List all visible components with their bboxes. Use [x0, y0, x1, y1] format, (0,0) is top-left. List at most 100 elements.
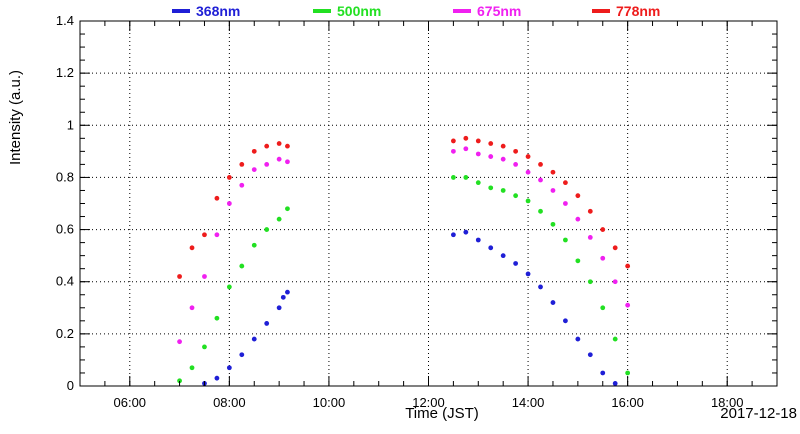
data-point-368nm: [450, 232, 456, 238]
data-point-675nm: [264, 161, 270, 167]
data-point-778nm: [189, 245, 195, 251]
data-layer: [177, 135, 631, 386]
data-point-675nm: [276, 156, 282, 162]
data-point-500nm: [214, 315, 220, 321]
data-point-778nm: [575, 193, 581, 199]
data-point-675nm: [463, 146, 469, 152]
data-point-778nm: [563, 180, 568, 186]
data-point-500nm: [177, 378, 182, 384]
data-point-778nm: [488, 141, 494, 146]
y-tick-label: 0.4: [56, 274, 74, 289]
x-axis-title: Time (JST): [405, 405, 479, 422]
data-point-675nm: [500, 156, 506, 162]
x-tick-label: 18:00: [711, 395, 744, 410]
legend-label: 368nm: [196, 3, 240, 19]
data-point-675nm: [513, 161, 519, 167]
data-point-675nm: [226, 201, 232, 206]
y-tick-label: 0.2: [56, 326, 74, 341]
data-point-500nm: [463, 175, 469, 180]
data-point-500nm: [488, 185, 494, 191]
data-point-778nm: [500, 143, 506, 149]
data-point-500nm: [475, 180, 481, 186]
data-point-500nm: [513, 193, 519, 199]
data-point-500nm: [202, 344, 207, 350]
data-point-778nm: [214, 195, 220, 201]
data-point-500nm: [285, 206, 290, 212]
data-point-778nm: [600, 227, 606, 232]
data-point-675nm: [550, 188, 556, 193]
grid: [80, 21, 777, 386]
axes: 0 0.2 0.4 0.6 0.8 1 1.2 1.4 06:00 08:00 10:00 12:00…: [56, 13, 778, 410]
data-point-368nm: [575, 336, 581, 342]
data-point-778nm: [612, 245, 618, 251]
data-point-368nm: [463, 229, 469, 235]
data-point-368nm: [280, 294, 286, 300]
y-tick-label: 1.4: [56, 13, 74, 28]
data-point-675nm: [525, 169, 531, 175]
data-point-368nm: [239, 352, 245, 358]
data-point-500nm: [226, 284, 232, 290]
data-point-500nm: [525, 198, 531, 204]
data-point-675nm: [625, 302, 631, 308]
data-point-368nm: [538, 284, 543, 290]
data-point-675nm: [202, 274, 207, 279]
data-point-675nm: [214, 232, 220, 238]
data-point-778nm: [587, 208, 593, 214]
data-point-675nm: [563, 201, 568, 206]
data-point-368nm: [500, 253, 506, 259]
data-point-675nm: [239, 182, 245, 188]
plot-background: [80, 21, 777, 386]
data-point-368nm: [513, 261, 519, 266]
y-tick-label: 0.6: [56, 222, 74, 237]
data-point-500nm: [600, 305, 606, 311]
data-point-778nm: [550, 169, 556, 175]
data-point-368nm: [550, 300, 556, 305]
data-point-500nm: [450, 175, 456, 180]
data-point-675nm: [600, 255, 606, 261]
legend-label: 500nm: [337, 3, 381, 19]
y-tick-label: 0: [67, 378, 74, 393]
data-point-368nm: [587, 352, 593, 358]
data-point-778nm: [177, 274, 182, 279]
x-tick-label: 14:00: [512, 395, 545, 410]
x-tick-label: 16:00: [611, 395, 644, 410]
data-point-500nm: [276, 216, 282, 222]
legend: 368nm 500nm 675nm 778nm: [172, 3, 660, 19]
data-point-778nm: [475, 138, 481, 144]
data-point-368nm: [276, 305, 282, 311]
data-point-778nm: [450, 138, 456, 144]
data-point-500nm: [587, 279, 593, 285]
data-point-778nm: [525, 154, 531, 159]
data-point-778nm: [276, 141, 282, 146]
data-point-500nm: [538, 208, 543, 214]
data-point-500nm: [239, 263, 245, 269]
data-point-500nm: [550, 221, 556, 227]
data-point-368nm: [488, 245, 494, 251]
data-point-500nm: [251, 242, 257, 248]
data-point-778nm: [239, 161, 245, 167]
data-point-500nm: [625, 370, 631, 376]
data-point-778nm: [285, 143, 290, 149]
data-point-500nm: [189, 365, 195, 371]
data-point-675nm: [285, 159, 290, 165]
data-point-675nm: [177, 339, 182, 345]
data-point-500nm: [563, 237, 568, 243]
data-point-675nm: [475, 151, 481, 157]
data-point-500nm: [575, 258, 581, 264]
data-point-778nm: [264, 143, 270, 149]
y-axis-title: Intensity (a.u.): [7, 70, 24, 165]
data-point-368nm: [612, 380, 618, 386]
data-point-368nm: [264, 321, 270, 326]
data-point-500nm: [264, 227, 270, 232]
data-point-778nm: [513, 148, 519, 154]
data-point-368nm: [475, 237, 481, 243]
legend-label: 675nm: [477, 3, 521, 19]
y-tick-label: 1: [67, 117, 74, 132]
data-point-368nm: [285, 289, 290, 295]
data-point-675nm: [450, 148, 456, 154]
data-point-675nm: [612, 279, 618, 285]
data-point-778nm: [226, 175, 232, 180]
data-point-500nm: [612, 336, 618, 342]
data-point-368nm: [600, 370, 606, 376]
